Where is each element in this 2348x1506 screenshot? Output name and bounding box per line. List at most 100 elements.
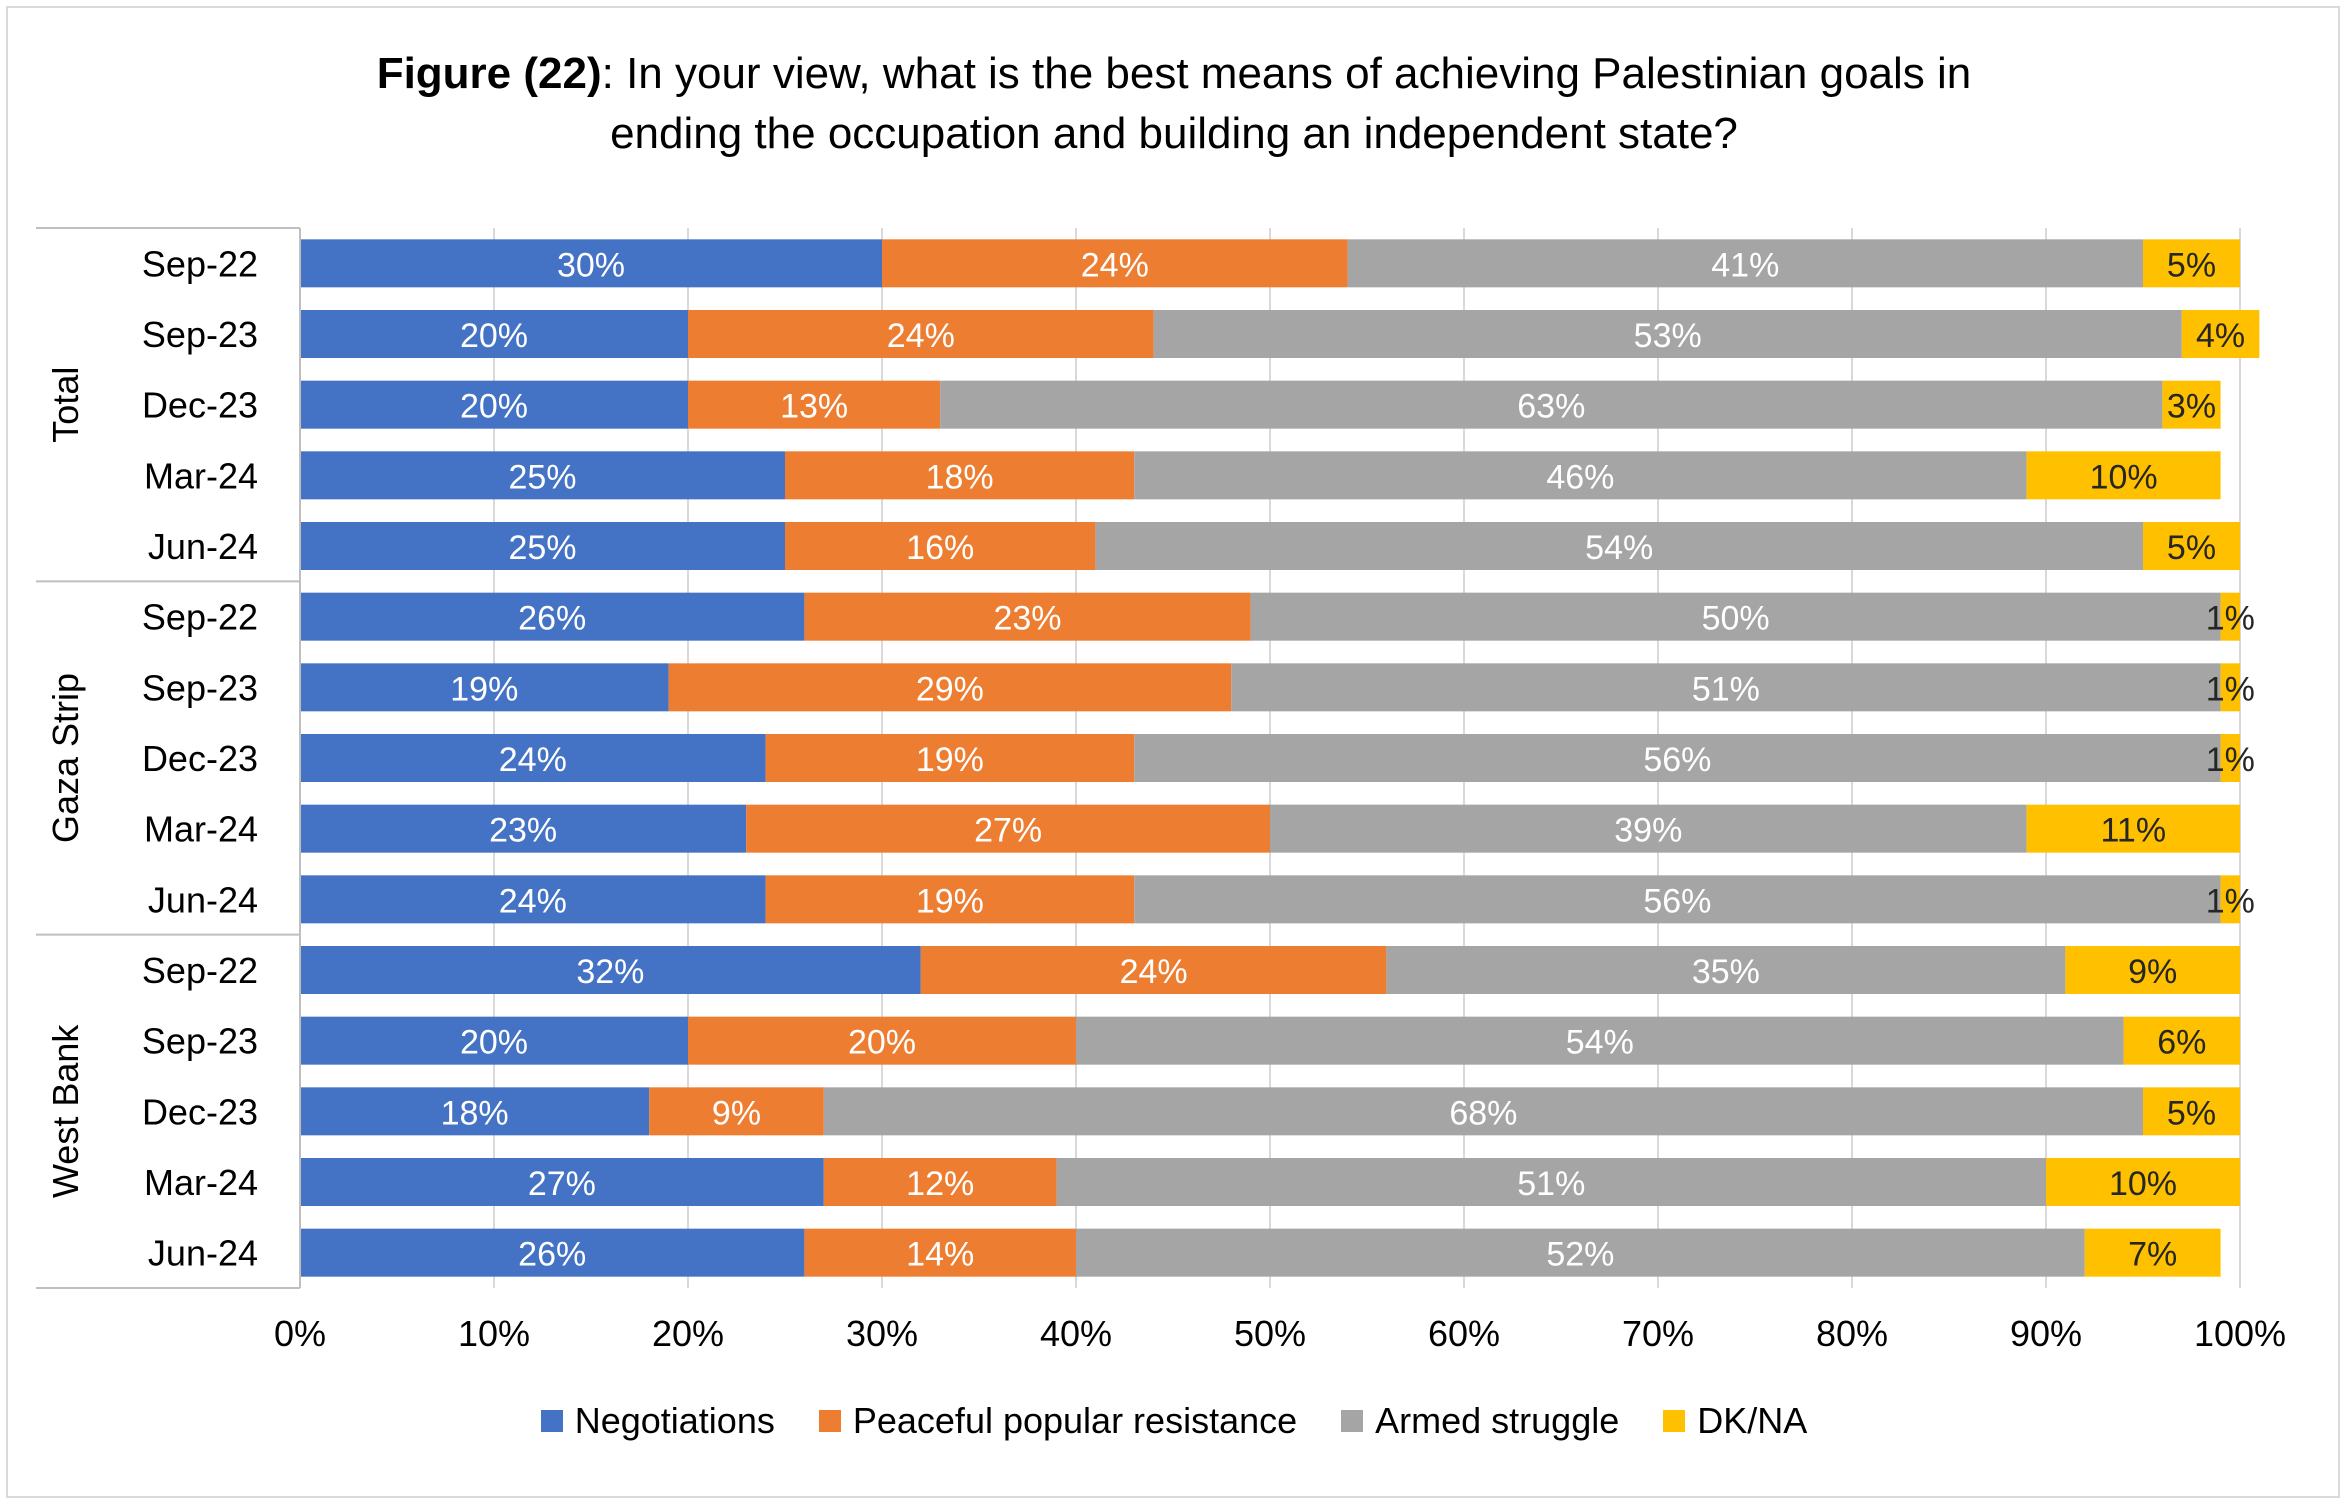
data-label: 10% xyxy=(2109,1165,2177,1203)
x-tick-label: 70% xyxy=(1622,1313,1694,1354)
x-tick-label: 80% xyxy=(1816,1313,1888,1354)
data-label: 24% xyxy=(499,741,567,779)
bar-segment xyxy=(2123,1016,2240,1065)
x-tick-label: 60% xyxy=(1428,1313,1500,1354)
stacked-bar-chart: 0% 10% 20% 30% 40% 50% 60% 70% 80% 90% 100% 30% 24% 4… xyxy=(36,227,2286,1354)
x-tick-label: 0% xyxy=(274,1313,326,1354)
category-label: Sep-23 xyxy=(142,667,258,708)
legend-item: Armed struggle xyxy=(1341,1400,1619,1442)
data-label: 18% xyxy=(441,1094,509,1132)
data-label: 18% xyxy=(926,458,994,496)
data-label: 7% xyxy=(2128,1236,2177,1274)
bar-segment xyxy=(765,875,1135,924)
data-label: 54% xyxy=(1566,1024,1634,1062)
bar-segment xyxy=(300,239,882,288)
legend-label: DK/NA xyxy=(1697,1400,1808,1441)
bar-segment xyxy=(1250,592,2221,641)
bar-segment xyxy=(668,663,1232,712)
category-label: Jun-24 xyxy=(148,879,258,920)
bar-segment xyxy=(688,310,1154,358)
bar-segment xyxy=(2026,451,2221,500)
legend-label: Peaceful popular resistance xyxy=(852,1400,1298,1441)
data-label: 39% xyxy=(1614,812,1682,850)
chart-title: Figure (22): In your view, what is the b… xyxy=(0,44,2348,164)
bar-segment xyxy=(940,380,2163,429)
data-label: 20% xyxy=(460,317,528,355)
x-tick-label: 50% xyxy=(1234,1313,1306,1354)
data-label: 9% xyxy=(712,1094,761,1132)
data-label: 24% xyxy=(499,882,567,920)
data-label: 27% xyxy=(528,1165,596,1203)
category-label: Jun-24 xyxy=(148,1233,258,1274)
data-label: 5% xyxy=(2167,246,2216,284)
bar-segment xyxy=(1386,946,2066,994)
legend-swatch xyxy=(818,1410,841,1432)
bar-segment xyxy=(2143,239,2240,288)
data-label: 23% xyxy=(993,600,1061,638)
bar-segment xyxy=(2046,1158,2240,1206)
data-label: 35% xyxy=(1692,953,1760,991)
bar-segment xyxy=(300,380,688,429)
bar-segment xyxy=(746,804,1270,853)
data-label: 1% xyxy=(2206,882,2255,920)
data-label: 26% xyxy=(518,600,586,638)
data-label: 20% xyxy=(460,388,528,426)
bar-segment xyxy=(2065,946,2240,994)
category-label: Mar-24 xyxy=(144,809,258,850)
bar-segment xyxy=(1095,522,2143,570)
x-tick-label: 10% xyxy=(458,1313,530,1354)
group-label: West Bank xyxy=(45,1024,86,1198)
bar-segment xyxy=(300,592,805,641)
data-label: 53% xyxy=(1634,317,1702,355)
category-label: Sep-22 xyxy=(142,243,258,284)
data-label: 26% xyxy=(518,1236,586,1274)
bar-segment xyxy=(1134,734,2221,782)
bar-segment xyxy=(1076,1016,2124,1065)
data-label: 27% xyxy=(974,812,1042,850)
data-label: 10% xyxy=(2090,458,2158,496)
bar-segment xyxy=(300,875,766,924)
x-tick-label: 30% xyxy=(846,1313,918,1354)
legend-label: Armed struggle xyxy=(1375,1400,1620,1441)
bar-segment xyxy=(882,239,1348,288)
data-label: 51% xyxy=(1517,1165,1585,1203)
bar-segment xyxy=(765,734,1135,782)
legend-item: Negotiations xyxy=(540,1400,775,1442)
bar-segment xyxy=(300,1016,688,1065)
data-label: 46% xyxy=(1546,458,1614,496)
data-label: 50% xyxy=(1702,600,1770,638)
data-label: 16% xyxy=(906,529,974,567)
x-tick-label: 20% xyxy=(652,1313,724,1354)
data-label: 20% xyxy=(460,1024,528,1062)
bar-segment xyxy=(300,804,747,853)
bar-segment xyxy=(300,946,921,994)
legend-item: DK/NA xyxy=(1663,1400,1807,1442)
bar-segment xyxy=(1347,239,2143,288)
data-label: 29% xyxy=(916,670,984,708)
data-label: 41% xyxy=(1711,246,1779,284)
category-label: Sep-23 xyxy=(142,314,258,355)
bar-segment xyxy=(2181,310,2260,358)
data-label: 3% xyxy=(2167,388,2216,426)
bar-segment xyxy=(2084,1228,2221,1277)
x-tick-label: 90% xyxy=(2010,1313,2082,1354)
data-label: 68% xyxy=(1449,1094,1517,1132)
bar-segment xyxy=(823,1158,1057,1206)
data-label: 6% xyxy=(2157,1024,2206,1062)
bar-segment xyxy=(300,310,688,358)
bar-segment xyxy=(688,1016,1076,1065)
data-label: 1% xyxy=(2206,600,2255,638)
bar-segment xyxy=(300,1158,824,1206)
figure-number: Figure (22) xyxy=(376,49,602,98)
data-label: 14% xyxy=(906,1236,974,1274)
legend-swatch xyxy=(1663,1410,1686,1432)
data-label: 54% xyxy=(1585,529,1653,567)
data-label: 5% xyxy=(2167,529,2216,567)
bar-segment xyxy=(2143,1087,2240,1136)
bar-segment xyxy=(2220,875,2240,924)
bar-segment xyxy=(688,380,941,429)
data-label: 24% xyxy=(1120,953,1188,991)
data-label: 32% xyxy=(576,953,644,991)
category-label: Jun-24 xyxy=(148,526,258,567)
bar-segment xyxy=(1056,1158,2046,1206)
